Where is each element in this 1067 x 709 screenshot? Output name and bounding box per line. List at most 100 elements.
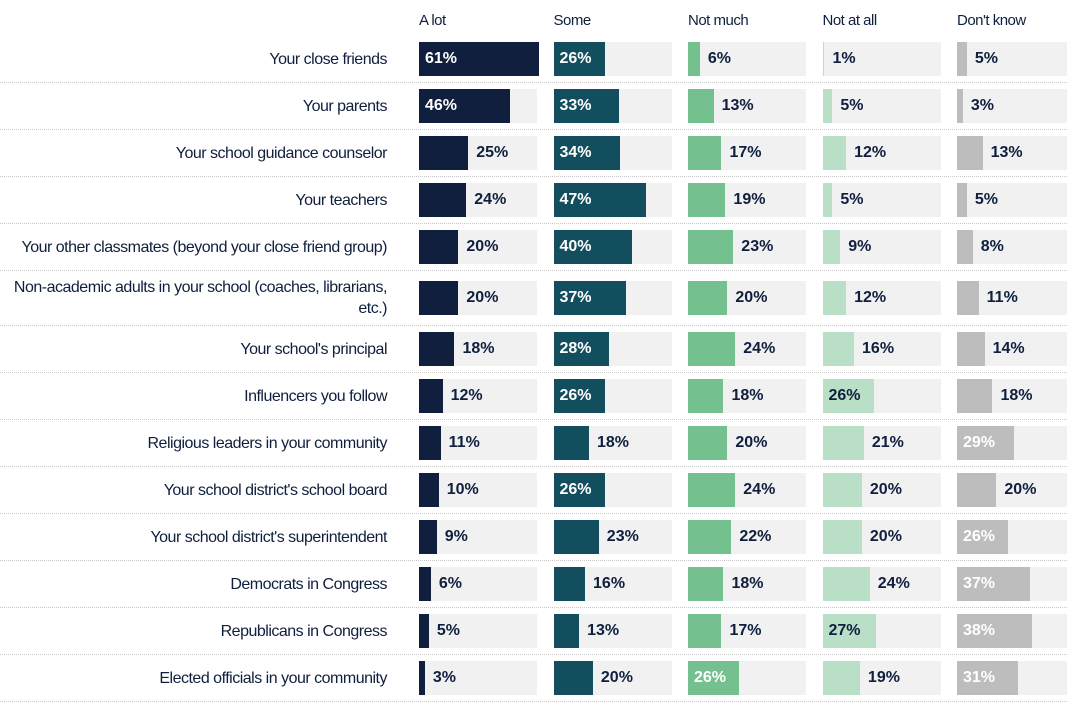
row-label: Your school district's school board bbox=[163, 481, 388, 499]
bar bbox=[822, 183, 833, 217]
bar-track: 61% bbox=[419, 42, 540, 76]
value-label: 11% bbox=[986, 289, 1018, 306]
row: Your teachers 24% 47% 19% 5% 5% bbox=[0, 177, 1067, 224]
bar bbox=[822, 661, 860, 695]
value-label: 29% bbox=[963, 434, 996, 451]
bar-track: 20% bbox=[957, 473, 1067, 507]
bar-track: 13% bbox=[688, 89, 806, 123]
value-label: 19% bbox=[733, 191, 766, 208]
row-label-cell: Your school guidance counselor bbox=[0, 137, 403, 170]
row: Your school district's superintendent 9% 2… bbox=[0, 514, 1067, 561]
row-label: Religious leaders in your community bbox=[147, 434, 388, 452]
bar bbox=[419, 379, 443, 413]
bar bbox=[553, 89, 619, 123]
value-label: 19% bbox=[867, 669, 900, 686]
bar-track: 18% bbox=[419, 332, 537, 366]
value-label: 26% bbox=[559, 387, 592, 404]
bar-track: 10% bbox=[419, 473, 537, 507]
row-label: Republicans in Congress bbox=[220, 622, 388, 640]
bar-track: 17% bbox=[688, 136, 806, 170]
column-header: Not much bbox=[688, 12, 749, 29]
value-label: 37% bbox=[963, 575, 996, 592]
bar-track: 27% bbox=[822, 614, 941, 648]
value-label: 5% bbox=[436, 622, 460, 639]
bar-track: 25% bbox=[419, 136, 537, 170]
bar bbox=[957, 520, 1009, 554]
value-label: 34% bbox=[559, 144, 592, 161]
bar-track: 20% bbox=[688, 281, 806, 315]
bar bbox=[957, 473, 997, 507]
value-label: 5% bbox=[974, 191, 998, 208]
bar bbox=[688, 136, 722, 170]
bar-track: 21% bbox=[822, 426, 941, 460]
bar-track: 23% bbox=[553, 520, 672, 554]
value-label: 26% bbox=[559, 50, 592, 67]
row-label-cell: Your school's principal bbox=[0, 333, 403, 366]
bar-track: 37% bbox=[553, 281, 672, 315]
bar-track: 19% bbox=[822, 661, 941, 695]
bar-track: 38% bbox=[957, 614, 1067, 648]
bar-track: 18% bbox=[553, 426, 672, 460]
bar bbox=[553, 567, 586, 601]
bar-track: 18% bbox=[688, 379, 806, 413]
bar bbox=[553, 332, 609, 366]
bar bbox=[957, 379, 993, 413]
bar-track: 14% bbox=[957, 332, 1067, 366]
bar-track: 5% bbox=[957, 42, 1067, 76]
value-label: 20% bbox=[1004, 481, 1037, 498]
row: Your other classmates (beyond your close… bbox=[0, 224, 1067, 271]
bar bbox=[553, 42, 605, 76]
bar-track: 24% bbox=[688, 473, 806, 507]
row: Your school district's school board 10% 26… bbox=[0, 467, 1067, 514]
bar-track: 20% bbox=[553, 661, 672, 695]
bar-track: 22% bbox=[688, 520, 806, 554]
bar bbox=[688, 614, 722, 648]
bar-track: 12% bbox=[822, 136, 941, 170]
value-label: 13% bbox=[990, 144, 1023, 161]
bar bbox=[957, 332, 985, 366]
row-label: Your school's principal bbox=[240, 340, 387, 358]
bar bbox=[957, 567, 1030, 601]
bar-track: 12% bbox=[822, 281, 941, 315]
bar-track: 20% bbox=[419, 281, 537, 315]
value-label: 17% bbox=[729, 622, 762, 639]
bar bbox=[688, 520, 732, 554]
bar bbox=[688, 281, 728, 315]
bar-track: 13% bbox=[957, 136, 1067, 170]
value-label: 24% bbox=[474, 191, 507, 208]
value-label: 37% bbox=[559, 289, 592, 306]
value-label: 1% bbox=[832, 50, 856, 67]
bar bbox=[553, 281, 627, 315]
row-label-cell: Republicans in Congress bbox=[0, 615, 403, 648]
value-label: 18% bbox=[1000, 387, 1033, 404]
bar bbox=[957, 42, 967, 76]
row-label: Your other classmates (beyond your close… bbox=[21, 238, 387, 256]
bar bbox=[688, 379, 724, 413]
value-label: 5% bbox=[974, 50, 998, 67]
bar bbox=[822, 89, 833, 123]
row-label-cell: Your other classmates (beyond your close… bbox=[0, 231, 403, 264]
bar-track: 28% bbox=[553, 332, 672, 366]
row-label: Your school district's superintendent bbox=[150, 528, 387, 546]
bar bbox=[553, 473, 605, 507]
bar bbox=[419, 183, 467, 217]
value-label: 40% bbox=[559, 238, 592, 255]
bar bbox=[419, 614, 429, 648]
value-label: 8% bbox=[980, 238, 1004, 255]
value-label: 5% bbox=[840, 191, 864, 208]
bar bbox=[822, 332, 855, 366]
value-label: 23% bbox=[606, 528, 639, 545]
bar bbox=[822, 614, 876, 648]
value-label: 47% bbox=[559, 191, 592, 208]
bar bbox=[957, 661, 1019, 695]
bar-track: 16% bbox=[553, 567, 672, 601]
value-label: 26% bbox=[559, 481, 592, 498]
row: Influencers you follow 12% 26% 18% 26% 18% bbox=[0, 373, 1067, 420]
value-label: 28% bbox=[559, 340, 592, 357]
bar bbox=[688, 89, 714, 123]
value-label: 20% bbox=[869, 528, 902, 545]
bar bbox=[688, 183, 726, 217]
bar bbox=[419, 42, 540, 76]
bar bbox=[822, 473, 862, 507]
value-label: 24% bbox=[743, 340, 776, 357]
